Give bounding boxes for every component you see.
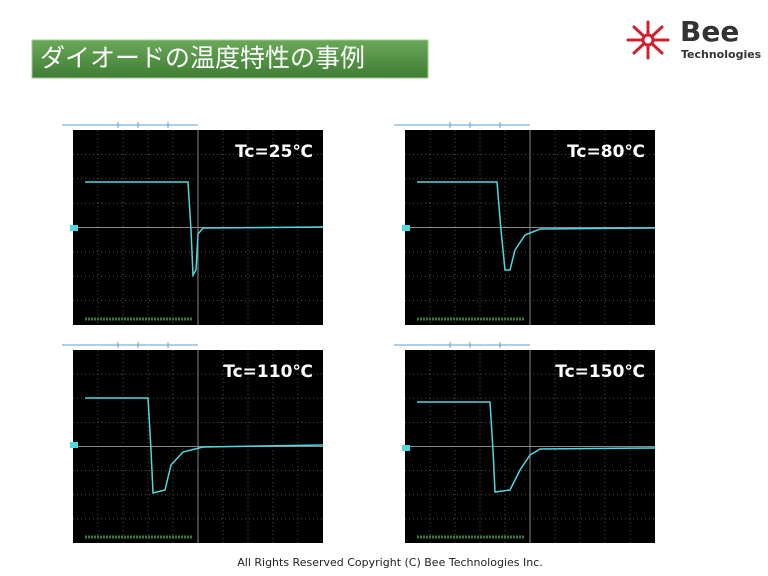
panel-label: Tc=110℃ — [223, 362, 313, 382]
channel-marker — [70, 442, 78, 448]
logo-sub: Technologies — [681, 48, 762, 61]
waveform — [85, 181, 324, 278]
footer: All Rights Reserved Copyright (C) Bee Te… — [237, 556, 543, 569]
logo: Bee Technologies — [626, 15, 762, 61]
scope-panel: Tc=80℃ — [394, 122, 656, 325]
scope-panel: Tc=150℃ — [394, 342, 656, 543]
scope-panels: Tc=25℃ Tc=80℃ Tc=110℃ Tc=150℃ — [62, 122, 656, 543]
waveform — [85, 397, 324, 494]
title-box — [31, 39, 429, 79]
logo-mark — [626, 20, 670, 60]
panel-label: Tc=80℃ — [567, 142, 645, 162]
scope-panel: Tc=25℃ — [62, 122, 324, 325]
panel-label: Tc=150℃ — [555, 362, 645, 382]
slide-title: ダイオードの温度特性の事例 — [40, 44, 365, 73]
panel-label: Tc=25℃ — [235, 142, 313, 162]
scope-panel: Tc=110℃ — [62, 342, 324, 543]
channel-marker — [70, 225, 78, 231]
waveform — [417, 181, 656, 271]
channel-marker — [402, 225, 410, 231]
logo-name: Bee — [680, 15, 739, 48]
channel-marker — [402, 445, 410, 451]
waveform — [417, 401, 656, 493]
